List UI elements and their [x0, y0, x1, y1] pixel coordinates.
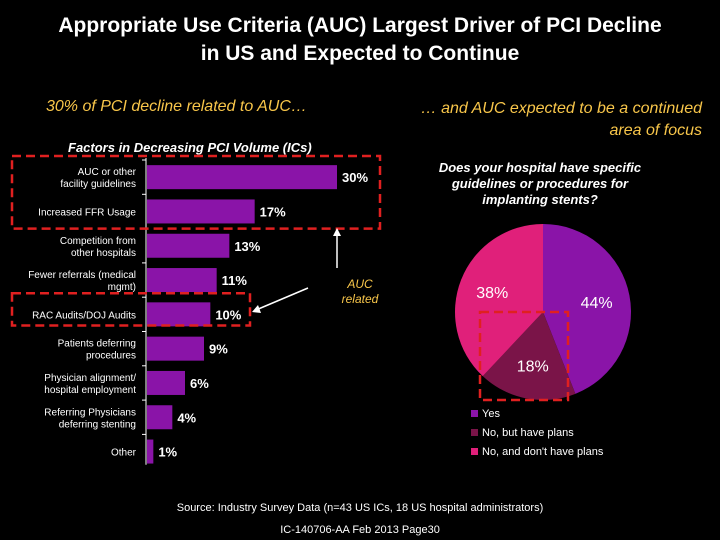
bar-value-label: 4% — [177, 410, 196, 425]
pie-value-label: 38% — [476, 285, 508, 302]
bar-7 — [147, 405, 173, 430]
legend-label: No, but have plans — [482, 427, 574, 439]
pie-chart-title: Does your hospital have specific guideli… — [410, 160, 670, 208]
bar-category-label: Other — [111, 448, 137, 459]
pie-value-label: 18% — [517, 359, 549, 376]
bar-category-label: RAC Audits/DOJ Audits — [32, 310, 136, 321]
pie-legend: Yes No, but have plans No, and don't have … — [471, 408, 604, 458]
bar-value-label: 17% — [260, 204, 286, 219]
bar-category-label: Increased FFR Usage — [38, 207, 136, 218]
bar-category-label: procedures — [86, 351, 136, 362]
bar-value-label: 1% — [158, 445, 177, 460]
legend-label: No, and don't have plans — [482, 446, 604, 458]
pie-title-line-2: guidelines or procedures for — [451, 176, 629, 191]
bar-category-label: Physician alignment/ — [44, 373, 136, 384]
source-note: Source: Industry Survey Data (n=43 US IC… — [176, 502, 544, 514]
slide-title: Appropriate Use Criteria (AUC) Largest D… — [0, 12, 720, 68]
slide-title-line-1: Appropriate Use Criteria (AUC) Largest D… — [58, 14, 662, 37]
bar-2 — [147, 233, 230, 258]
bar-category-label: deferring stenting — [59, 419, 136, 430]
pie-slice-0 — [543, 224, 632, 394]
annotation-arrowhead-left — [252, 305, 261, 313]
pie-title-line-1: Does your hospital have specific — [438, 160, 642, 175]
bar-1 — [147, 199, 255, 224]
right-heading: … and AUC expected to be a continued are… — [420, 100, 702, 139]
left-heading: 30% of PCI decline related to AUC… — [46, 98, 307, 115]
legend-swatch — [471, 410, 478, 417]
bar-value-label: 6% — [190, 376, 209, 391]
annotation-text: AUC — [346, 277, 373, 291]
pie-slice-2 — [455, 224, 543, 377]
bar-value-label: 11% — [222, 273, 248, 288]
bar-category-label: mgmt) — [108, 282, 136, 293]
highlight-box-auc-ffr — [10, 154, 382, 230]
pie-chart: 44% 18% 38% — [455, 224, 632, 402]
bar-category-label: hospital employment — [44, 385, 136, 396]
slide-title-line-2: in US and Expected to Continue — [200, 42, 520, 65]
highlight-box-rac — [10, 291, 252, 327]
bar-category-label: Patients deferring — [58, 339, 136, 350]
bar-category-label: AUC or other — [78, 167, 137, 178]
bar-value-label: 10% — [215, 307, 241, 322]
bar-category-label: facility guidelines — [60, 179, 136, 190]
bar-value-label: 9% — [209, 342, 228, 357]
pie-slice-1 — [482, 312, 576, 401]
bar-4 — [147, 302, 211, 327]
bar-category-label: Fewer referrals (medical — [28, 270, 136, 281]
legend-swatch — [471, 448, 478, 455]
bar-5 — [147, 336, 204, 361]
annotation-arrowhead-up — [333, 228, 341, 236]
pie-title-line-3: implanting stents? — [482, 192, 598, 207]
bar-category-label: other hospitals — [71, 248, 136, 259]
bar-0 — [147, 165, 337, 190]
annotation-text: related — [342, 292, 379, 306]
bar-value-label: 13% — [234, 239, 260, 254]
legend-label: Yes — [482, 408, 500, 420]
bar-chart-title: Factors in Decreasing PCI Volume (ICs) — [68, 140, 312, 155]
bar-6 — [147, 370, 185, 395]
bar-3 — [147, 268, 217, 293]
annotation-arrow-left — [255, 287, 309, 311]
bar-8 — [147, 439, 154, 464]
footer-id: IC-140706-AA Feb 2013 Page30 — [280, 524, 440, 536]
highlight-box-pie — [478, 310, 570, 402]
pie-value-label: 44% — [581, 295, 613, 312]
bar-category-label: Competition from — [60, 236, 136, 247]
bar-value-label: 30% — [342, 170, 368, 185]
legend-swatch — [471, 429, 478, 436]
bar-category-label: Referring Physicians — [44, 407, 136, 418]
